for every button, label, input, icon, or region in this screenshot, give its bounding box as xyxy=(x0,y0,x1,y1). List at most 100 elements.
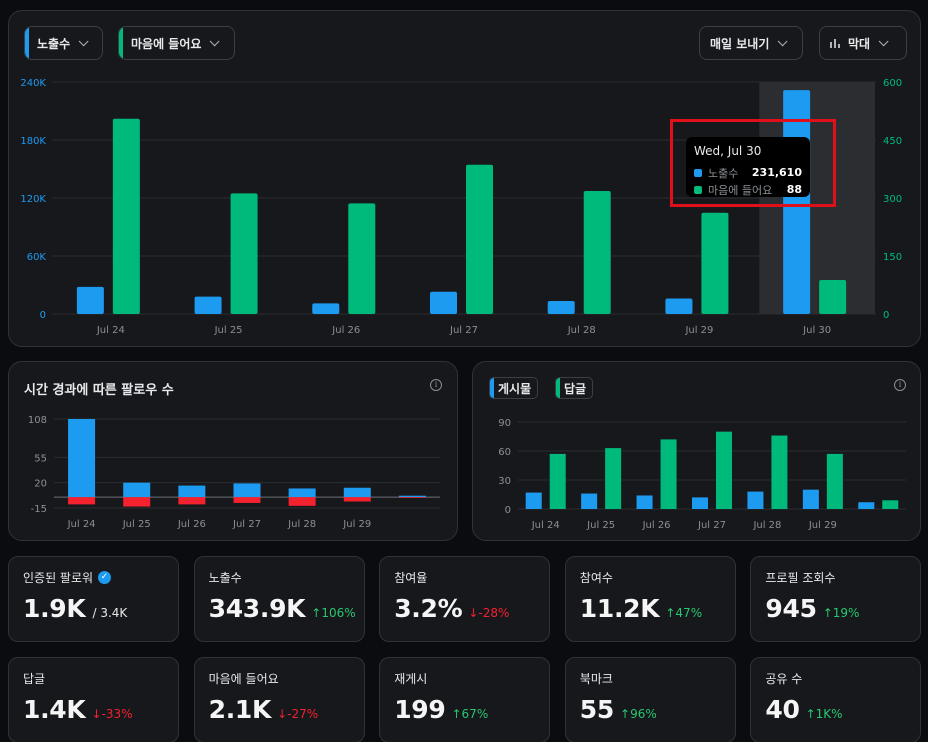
bar-likes xyxy=(701,212,729,314)
x-tick-label: Jul 26 xyxy=(331,325,360,336)
stat-value-row: 343.9K ↑106% xyxy=(208,594,356,623)
tooltip-title: Wed, Jul 30 xyxy=(694,144,762,158)
right-tick-label: 0 xyxy=(883,310,889,321)
tooltip-row1-label: 노출수 xyxy=(708,166,739,180)
bar-likes xyxy=(819,279,847,314)
x-tick-label: Jul 27 xyxy=(449,325,478,336)
stat-change-text: -27% xyxy=(287,707,319,721)
bar-chart-icon xyxy=(830,39,840,48)
stat-card[interactable]: 공유 수 40 ↑1K% xyxy=(750,657,922,742)
left-tick-label: 240K xyxy=(20,78,46,89)
stat-value: 945 xyxy=(765,594,817,623)
stat-value-row: 55 ↑96% xyxy=(580,695,721,724)
replies-color-bar xyxy=(556,378,560,398)
bar-impressions xyxy=(665,298,693,314)
stat-value-row: 11.2K ↑47% xyxy=(580,594,721,623)
metric1-selector[interactable]: 노출수 xyxy=(24,26,103,60)
stat-change-text: 47% xyxy=(675,606,703,620)
posts-chip[interactable]: 게시물 xyxy=(489,377,539,399)
arrow-up-icon: ↑ xyxy=(311,606,322,620)
info-icon[interactable]: i xyxy=(430,379,442,391)
stat-card[interactable]: 북마크 55 ↑96% xyxy=(564,657,736,742)
stat-value-row: 1.4K ↓-33% xyxy=(23,695,164,724)
chart-type-label: 막대 xyxy=(848,36,871,51)
stat-sub-value: / 3.4K xyxy=(92,606,128,620)
stat-change-text: -28% xyxy=(478,606,510,620)
stat-label-text: 참여수 xyxy=(579,571,613,585)
stat-value-row: 199 ↑67% xyxy=(394,695,535,724)
stat-change-down: ↓-27% xyxy=(277,707,318,721)
stat-change-up: ↑96% xyxy=(620,707,657,721)
metric2-label: 마음에 들어요 xyxy=(131,36,202,51)
stat-card[interactable]: 참여율 3.2% ↓-28% xyxy=(379,556,551,642)
stat-value: 11.2K xyxy=(579,594,660,623)
left-tick-label: 60K xyxy=(27,252,47,263)
stat-label: 참여수 xyxy=(580,569,721,586)
posts-panel xyxy=(472,361,921,541)
metric2-swatch xyxy=(694,185,702,194)
tooltip-row2-value: 88 xyxy=(786,183,802,196)
stat-value-row: 2.1K ↓-27% xyxy=(209,695,350,724)
stat-card[interactable]: 마음에 들어요 2.1K ↓-27% xyxy=(193,657,365,742)
stat-label-text: 답글 xyxy=(23,672,46,686)
metric1-swatch xyxy=(694,168,702,177)
stat-value-row: 3.2% ↓-28% xyxy=(394,594,535,623)
stat-label: 프로필 조회수 xyxy=(765,569,906,586)
tooltip-row-metric1: 노출수 231,610 xyxy=(694,164,802,181)
stat-label: 인증된 팔로워 ✓ xyxy=(23,569,164,586)
metric2-selector[interactable]: 마음에 들어요 xyxy=(118,26,235,60)
chart-type-dropdown[interactable]: 막대 xyxy=(819,26,907,60)
stat-change-text: 106% xyxy=(321,606,356,620)
bar-impressions xyxy=(547,300,575,314)
bar-impressions xyxy=(76,286,104,314)
stat-card[interactable]: 인증된 팔로워 ✓ 1.9K / 3.4K xyxy=(8,556,179,642)
stat-change-text: 96% xyxy=(630,707,657,721)
stat-value: 55 xyxy=(579,695,615,724)
stat-label-text: 인증된 팔로워 xyxy=(23,571,94,585)
stat-change-text: 1K% xyxy=(815,707,843,721)
stat-card[interactable]: 참여수 11.2K ↑47% xyxy=(564,556,736,642)
metric1-color-bar xyxy=(25,27,29,59)
export-dropdown[interactable]: 매일 보내기 xyxy=(699,26,803,60)
stat-card[interactable]: 노출수 343.9K ↑106% xyxy=(193,556,365,642)
bar-likes xyxy=(230,193,258,314)
stat-card[interactable]: 프로필 조회수 945 ↑19% xyxy=(750,556,922,642)
stat-change-down: ↓-28% xyxy=(468,606,509,620)
stat-card[interactable]: 답글 1.4K ↓-33% xyxy=(8,657,179,742)
x-tick-label: Jul 25 xyxy=(214,325,243,336)
right-tick-label: 600 xyxy=(883,78,902,89)
bar-impressions xyxy=(430,291,457,314)
stat-card[interactable]: 재게시 199 ↑67% xyxy=(379,657,551,742)
stat-value: 199 xyxy=(394,695,446,724)
right-tick-label: 300 xyxy=(883,194,902,205)
stat-label: 참여율 xyxy=(394,569,535,586)
posts-color-bar xyxy=(490,378,494,398)
export-label: 매일 보내기 xyxy=(710,36,770,51)
stat-change-up: ↑67% xyxy=(451,707,488,721)
stat-label: 재게시 xyxy=(394,670,535,687)
stat-value: 343.9K xyxy=(208,594,306,623)
bar-likes xyxy=(112,118,140,314)
tooltip-row2-label: 마음에 들어요 xyxy=(708,183,773,197)
stat-value-row: 945 ↑19% xyxy=(765,594,906,623)
metric1-label: 노출수 xyxy=(37,36,71,51)
metric2-color-bar xyxy=(119,27,123,59)
arrow-up-icon: ↑ xyxy=(451,707,462,721)
stat-label: 답글 xyxy=(23,670,164,687)
stat-label-text: 재게시 xyxy=(394,672,428,686)
stat-change-down: ↓-33% xyxy=(91,707,132,721)
arrow-down-icon: ↓ xyxy=(277,707,288,721)
arrow-up-icon: ↑ xyxy=(822,606,833,620)
stat-value: 1.4K xyxy=(23,695,86,724)
stat-label: 북마크 xyxy=(580,670,721,687)
info-icon[interactable]: i xyxy=(894,379,906,391)
tooltip-row1-value: 231,610 xyxy=(751,166,802,179)
stat-change-text: 67% xyxy=(461,707,489,721)
replies-chip[interactable]: 답글 xyxy=(555,377,594,399)
stat-change-up: ↑106% xyxy=(311,606,355,620)
stat-change-up: ↑19% xyxy=(823,606,860,620)
followers-panel-title: 시간 경과에 따른 팔로우 수 xyxy=(24,383,174,398)
stat-value-row: 1.9K / 3.4K xyxy=(23,594,164,623)
x-tick-label: Jul 28 xyxy=(567,325,596,336)
stat-change-text: 19% xyxy=(832,606,860,620)
